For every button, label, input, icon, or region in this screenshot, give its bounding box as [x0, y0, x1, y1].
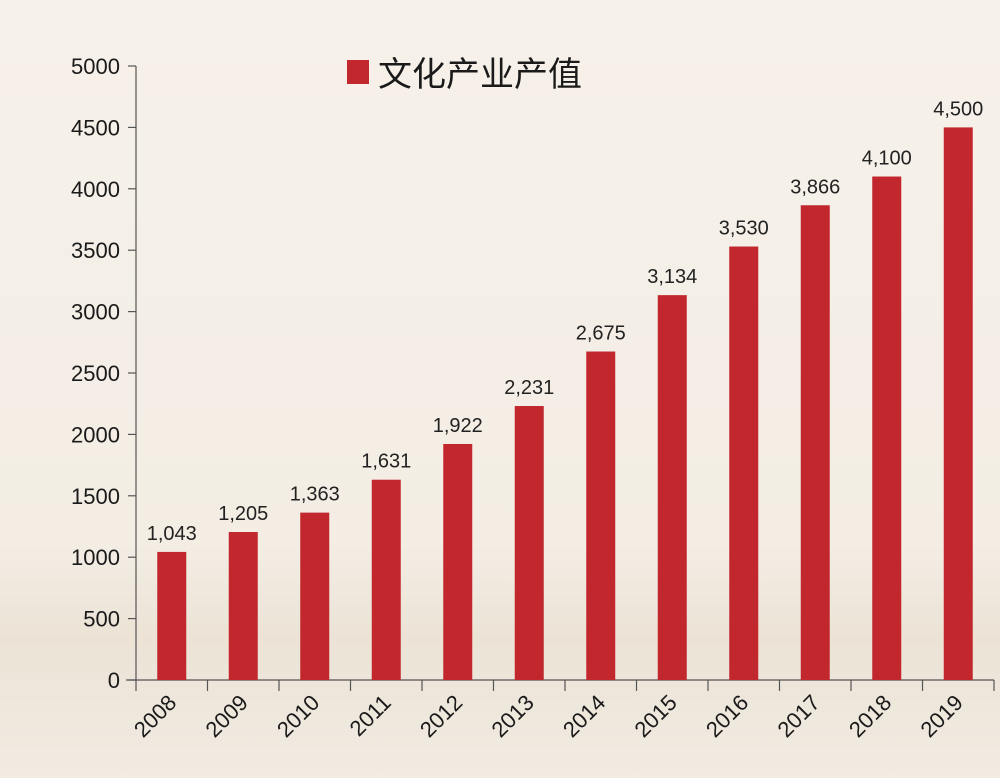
- x-tick-label: 2009: [200, 690, 252, 742]
- data-label: 3,530: [719, 218, 769, 240]
- bar-2018: [872, 176, 902, 680]
- y-tick-label: 1500: [71, 484, 120, 509]
- y-tick-label: 1000: [71, 545, 120, 570]
- data-label: 1,363: [290, 484, 340, 506]
- legend-label: 文化产业产值: [378, 55, 582, 95]
- data-label: 3,866: [790, 176, 840, 198]
- y-tick-label: 4500: [71, 115, 120, 140]
- bar-2008: [157, 551, 187, 680]
- x-tick-label: 2013: [486, 690, 538, 742]
- data-label: 1,205: [218, 503, 268, 525]
- y-tick-label: 2500: [71, 361, 120, 386]
- y-tick-label: 500: [83, 607, 120, 632]
- x-tick-label: 2019: [915, 690, 967, 742]
- bar-2012: [443, 443, 473, 680]
- y-tick-label: 5000: [71, 54, 120, 79]
- bar-2019: [943, 127, 973, 680]
- data-label: 1,043: [147, 523, 197, 545]
- x-tick-label: 2015: [629, 690, 681, 742]
- bar-2017: [800, 205, 830, 681]
- x-tick-label: 2012: [415, 690, 467, 742]
- x-tick-label: 2010: [272, 690, 324, 742]
- bar-2011: [371, 479, 401, 680]
- bars: 1,043 1,205 1,363 1,631 1,922 2,231 2,675 3,134…: [147, 98, 983, 681]
- data-label: 1,922: [433, 415, 483, 437]
- x-tick-label: 2018: [844, 690, 896, 742]
- bar-2013: [514, 406, 544, 680]
- bar-2015: [657, 295, 687, 680]
- data-label: 2,231: [504, 377, 554, 399]
- data-label: 1,631: [361, 451, 411, 473]
- bar-2010: [300, 512, 330, 680]
- y-tick-label: 3000: [71, 300, 120, 325]
- y-tick-label: 3500: [71, 238, 120, 263]
- x-tick-label: 2011: [345, 690, 396, 741]
- data-label: 4,100: [862, 148, 912, 170]
- data-label: 4,500: [933, 98, 983, 120]
- x-tick-label: 2014: [558, 690, 610, 742]
- y-tick-label: 0: [108, 668, 120, 693]
- x-tick-label: 2017: [772, 690, 824, 742]
- y-tick-label: 4000: [71, 177, 120, 202]
- data-label: 3,134: [647, 266, 697, 288]
- axes: 0 500 1000 1500 2000 2500 3000 3500 4000 4500 5000…: [71, 54, 995, 742]
- bar-2009: [228, 532, 258, 680]
- x-tick-label: 2008: [129, 690, 181, 742]
- x-tick-label: 2016: [701, 690, 753, 742]
- bar-2016: [729, 246, 759, 681]
- legend: 文化产业产值: [347, 55, 582, 95]
- bar-2014: [586, 351, 616, 680]
- y-tick-label: 2000: [71, 422, 120, 447]
- legend-swatch: [347, 60, 369, 84]
- data-label: 2,675: [576, 323, 626, 345]
